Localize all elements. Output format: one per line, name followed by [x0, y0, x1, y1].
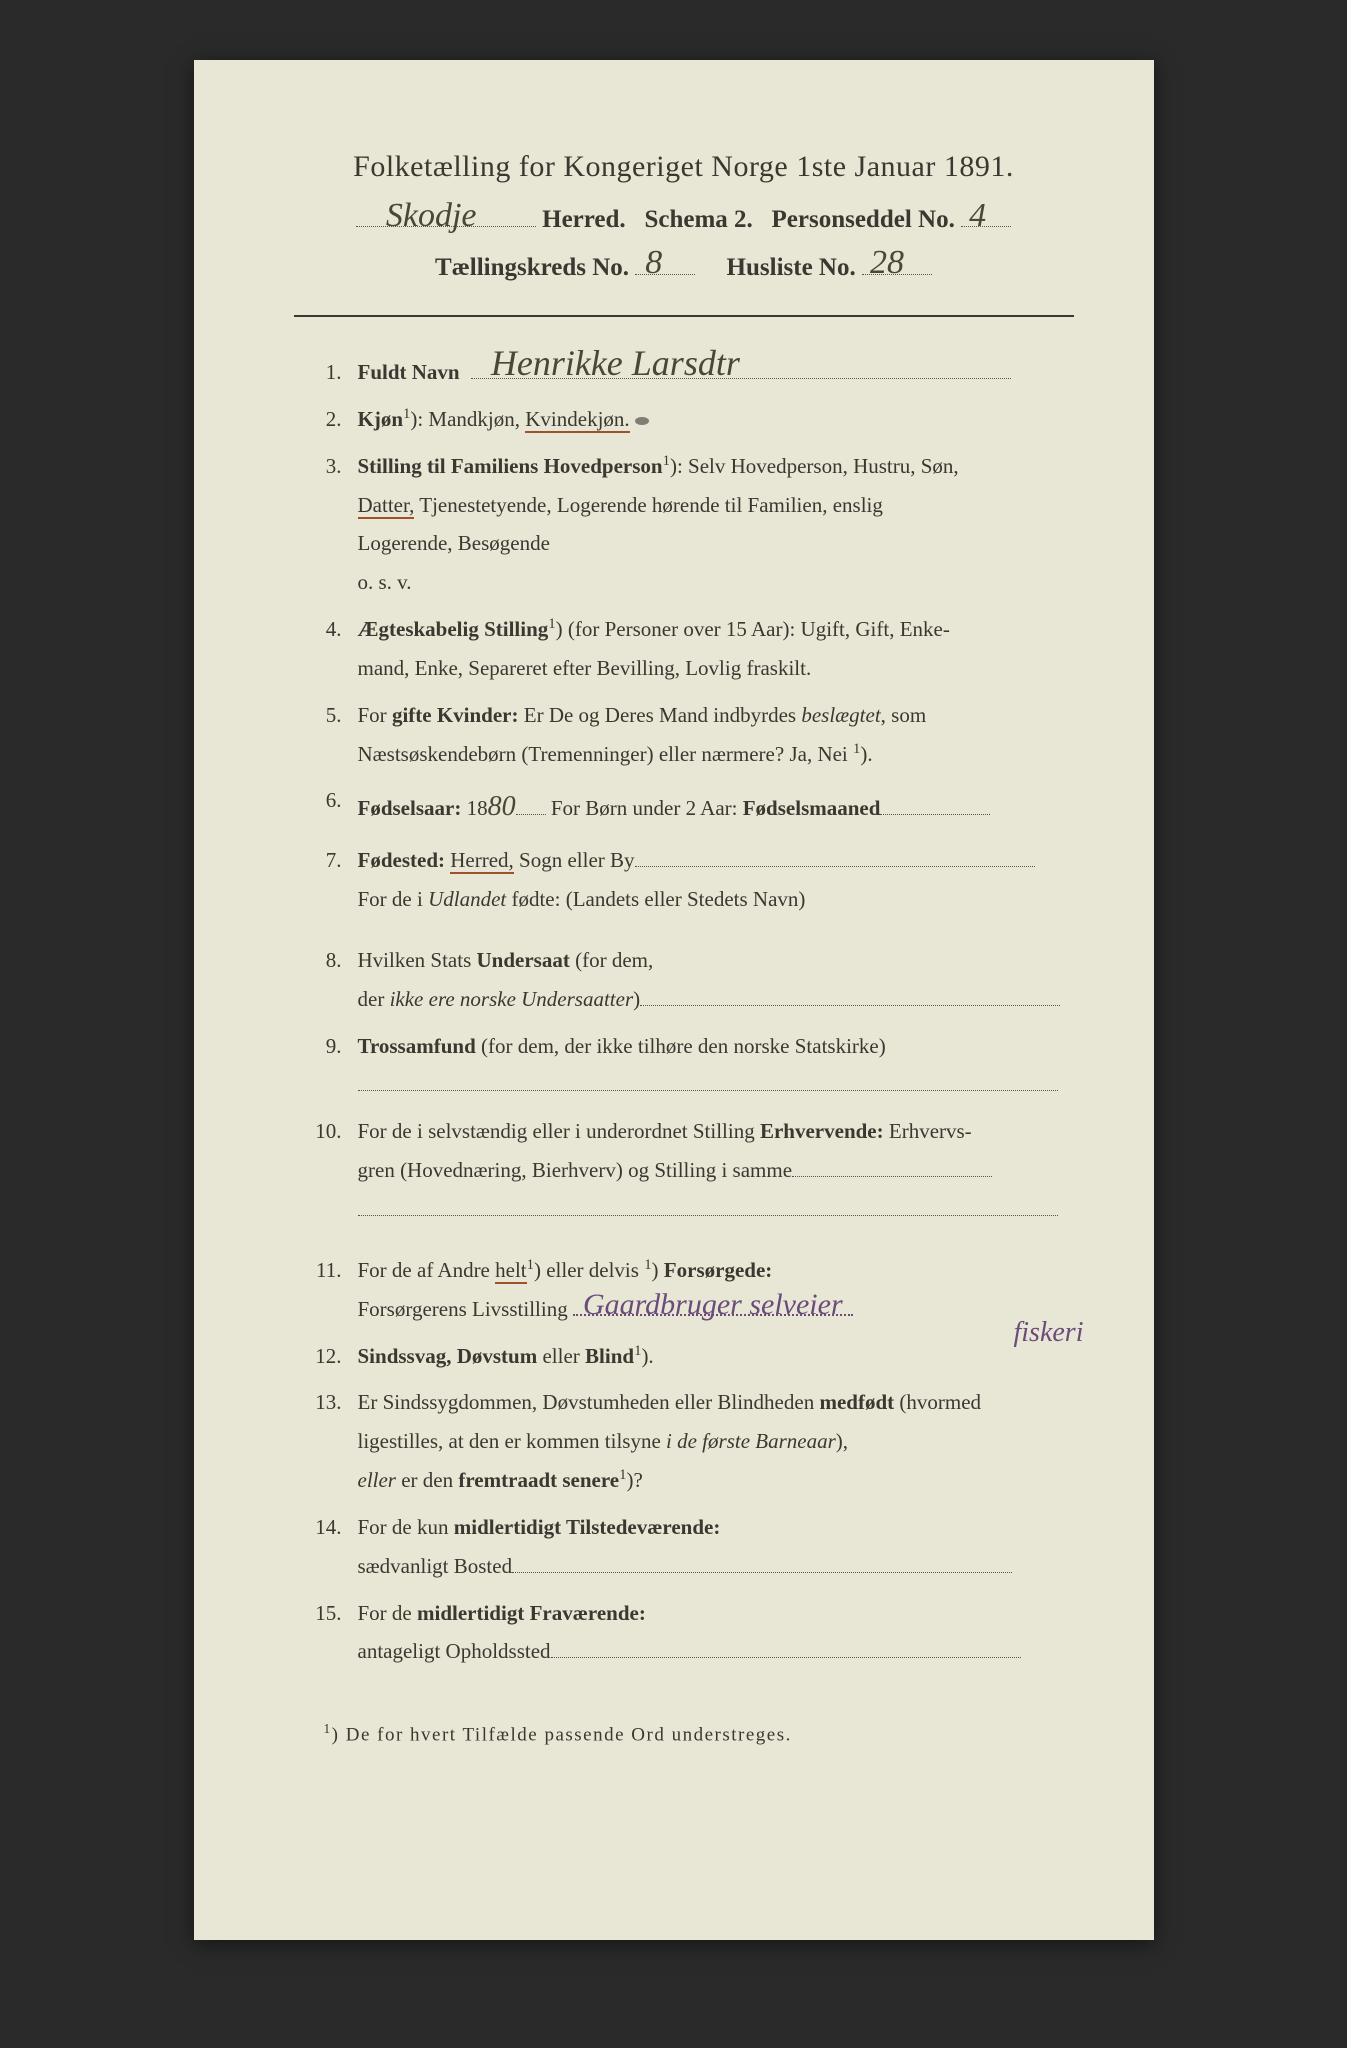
divider [294, 315, 1074, 317]
herred-label: Herred. [542, 206, 626, 233]
husliste-no: 28 [870, 231, 904, 296]
title-block: Folketælling for Kongeriget Norge 1ste J… [294, 150, 1074, 291]
field-num: 9. [294, 1027, 358, 1105]
field-5: 5. For gifte Kvinder: Er De og Deres Man… [294, 696, 1074, 774]
field-label: Undersaat [477, 948, 570, 972]
field-label: Erhvervende: [760, 1119, 884, 1143]
field-label: gifte Kvinder: [392, 703, 519, 727]
field-9: 9. Trossamfund (for dem, der ikke tilhør… [294, 1027, 1074, 1105]
kjon-underlined: Kvindekjøn. [525, 407, 629, 433]
field-num: 13. [294, 1383, 358, 1500]
field-num: 6. [294, 781, 358, 833]
field-label: Sindssvag, Døvstum [358, 1344, 538, 1368]
personseddel-label: Personseddel No. [772, 206, 955, 233]
field-3: 3. Stilling til Familiens Hovedperson1):… [294, 447, 1074, 602]
title-line-3: Tællingskreds No. 8 Husliste No. 28 [294, 244, 1074, 292]
field-label: Kjøn [358, 407, 404, 431]
field-label: Trossamfund [358, 1034, 476, 1058]
field-15: 15. For de midlertidigt Fraværende: anta… [294, 1594, 1074, 1672]
census-form-paper: Folketælling for Kongeriget Norge 1ste J… [194, 60, 1154, 1940]
kreds-label: Tællingskreds No. [435, 254, 629, 281]
field-7: 7. Fødested: Herred, Sogn eller By For d… [294, 841, 1074, 933]
field-8: 8. Hvilken Stats Undersaat (for dem, der… [294, 941, 1074, 1019]
field-10: 10. For de i selvstændig eller i underor… [294, 1112, 1074, 1243]
field-label: Fuldt Navn [358, 360, 460, 384]
schema-label: Schema 2. [644, 206, 752, 233]
field-num: 12. [294, 1337, 358, 1376]
field-14: 14. For de kun midlertidigt Tilstedevære… [294, 1508, 1074, 1586]
forsorger-hand-2: fiskeri [1014, 1307, 1084, 1359]
kreds-no: 8 [645, 231, 662, 296]
field-num: 8. [294, 941, 358, 1019]
herred-handwritten: Skodje [386, 184, 477, 249]
field-label: Ægteskabelig Stilling [358, 617, 549, 641]
husliste-label: Husliste No. [727, 254, 856, 281]
field-num: 15. [294, 1594, 358, 1672]
field-12: 12. Sindssvag, Døvstum eller Blind1). [294, 1337, 1074, 1376]
ink-smudge [635, 417, 649, 425]
field-1: 1. Fuldt Navn Henrikke Larsdtr [294, 353, 1074, 392]
forsorger-hand: Gaardbruger selveier [583, 1277, 843, 1333]
field-num: 3. [294, 447, 358, 602]
field-label: Stilling til Familiens Hovedperson [358, 454, 663, 478]
field-num: 10. [294, 1112, 358, 1243]
field-num: 4. [294, 610, 358, 688]
fuldt-navn-value: Henrikke Larsdtr [491, 330, 740, 397]
field-11: 11. For de af Andre helt1) eller delvis … [294, 1251, 1074, 1329]
field-label: Fødested: [358, 848, 446, 872]
field-13: 13. Er Sindssygdommen, Døvstumheden elle… [294, 1383, 1074, 1500]
field-num: 14. [294, 1508, 358, 1586]
title-line-2: Skodje Herred. Schema 2. Personseddel No… [294, 196, 1074, 244]
field-num: 7. [294, 841, 358, 933]
footnote: 1) De for hvert Tilfælde passende Ord un… [294, 1721, 1074, 1746]
field-4: 4. Ægteskabelig Stilling1) (for Personer… [294, 610, 1074, 688]
title-main: Folketælling for Kongeriget Norge 1ste J… [294, 150, 1074, 184]
fodested-underlined: Herred, [450, 848, 514, 874]
field-label: midlertidigt Fraværende: [417, 1601, 646, 1625]
form-list: 1. Fuldt Navn Henrikke Larsdtr 2. Kjøn1)… [294, 353, 1074, 1671]
field-num: 1. [294, 353, 358, 392]
field-num: 5. [294, 696, 358, 774]
field-2: 2. Kjøn1): Mandkjøn, Kvindekjøn. [294, 400, 1074, 439]
stilling-underlined: Datter, [358, 493, 415, 519]
field-label: medfødt [819, 1390, 894, 1414]
field-label: Fødselsaar: [358, 796, 462, 820]
field-6: 6. Fødselsaar: 1880 For Børn under 2 Aar… [294, 781, 1074, 833]
field-num: 11. [294, 1251, 358, 1329]
page-background: Folketælling for Kongeriget Norge 1ste J… [0, 0, 1347, 2048]
field-num: 2. [294, 400, 358, 439]
personseddel-no: 4 [969, 184, 986, 249]
field-label: midlertidigt Tilstedeværende: [454, 1515, 721, 1539]
birthyear-hand: 80 [488, 781, 516, 833]
